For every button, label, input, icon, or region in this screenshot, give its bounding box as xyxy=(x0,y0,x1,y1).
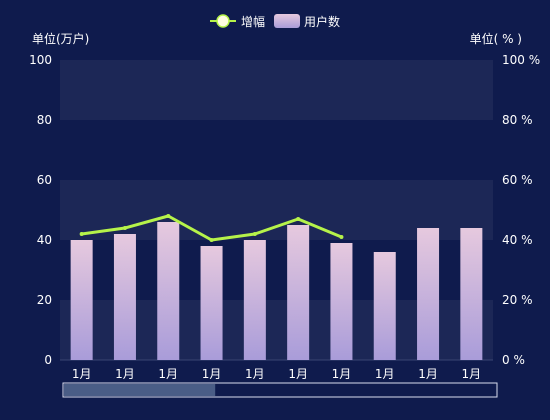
bar[interactable] xyxy=(330,243,353,360)
line-point[interactable] xyxy=(122,226,127,230)
legend-dot-swatch xyxy=(216,14,230,28)
right-tick-label: 40 % xyxy=(502,233,533,247)
line-series xyxy=(79,214,344,242)
right-tick-label: 60 % xyxy=(502,173,533,187)
bar[interactable] xyxy=(200,246,223,360)
legend-bar-swatch xyxy=(274,14,300,28)
bar[interactable] xyxy=(113,234,136,360)
right-tick-label: 20 % xyxy=(502,293,533,307)
x-tick-label: 1月 xyxy=(332,367,352,381)
legend-item-growth[interactable]: 增幅 xyxy=(210,14,265,29)
bar[interactable] xyxy=(417,228,440,360)
legend: 增幅 用户数 xyxy=(210,14,340,29)
line-point[interactable] xyxy=(339,235,344,239)
zoom-track[interactable] xyxy=(62,382,498,398)
bar[interactable] xyxy=(287,225,310,360)
data-zoom-slider[interactable] xyxy=(62,382,498,398)
x-tick-label: 1月 xyxy=(288,367,308,381)
right-tick-label: 0 % xyxy=(502,353,525,367)
left-tick-label: 20 xyxy=(37,293,52,307)
line-point[interactable] xyxy=(166,214,171,218)
left-tick-label: 0 xyxy=(44,353,52,367)
right-tick-label: 100 % xyxy=(502,53,540,67)
right-tick-label: 80 % xyxy=(502,113,533,127)
left-tick-label: 100 xyxy=(29,53,52,67)
left-tick-label: 80 xyxy=(37,113,52,127)
x-tick-label: 1月 xyxy=(158,367,178,381)
x-axis-ticks: 1月 1月 1月 1月 1月 1月 1月 1月 1月 1月 xyxy=(72,367,481,381)
x-tick-label: 1月 xyxy=(375,367,395,381)
bar[interactable] xyxy=(70,240,93,360)
legend-label-growth: 增幅 xyxy=(241,14,265,29)
left-axis-unit-label: 单位(万户) xyxy=(32,31,89,46)
bar-series xyxy=(70,222,483,360)
zoom-window[interactable] xyxy=(64,384,216,396)
line-point[interactable] xyxy=(209,238,214,242)
bar[interactable] xyxy=(460,228,483,360)
line-point[interactable] xyxy=(296,217,301,221)
grid-band xyxy=(60,120,493,180)
x-tick-label: 1月 xyxy=(115,367,135,381)
legend-item-users[interactable]: 用户数 xyxy=(274,14,340,29)
x-tick-label: 1月 xyxy=(462,367,482,381)
bar[interactable] xyxy=(157,222,180,360)
left-axis-ticks: 0 20 40 60 80 100 xyxy=(29,53,52,367)
bar[interactable] xyxy=(243,240,266,360)
x-tick-label: 1月 xyxy=(245,367,265,381)
x-tick-label: 1月 xyxy=(72,367,92,381)
legend-label-users: 用户数 xyxy=(304,14,340,29)
right-axis-unit-label: 单位( % ) xyxy=(470,31,522,46)
left-tick-label: 60 xyxy=(37,173,52,187)
bar[interactable] xyxy=(373,252,396,360)
left-tick-label: 40 xyxy=(37,233,52,247)
x-tick-label: 1月 xyxy=(202,367,222,381)
line-point[interactable] xyxy=(252,232,257,236)
x-tick-label: 1月 xyxy=(418,367,438,381)
line-point[interactable] xyxy=(79,232,84,236)
right-axis-ticks: 0 % 20 % 40 % 60 % 80 % 100 % xyxy=(502,53,540,367)
grid-band xyxy=(60,60,493,120)
